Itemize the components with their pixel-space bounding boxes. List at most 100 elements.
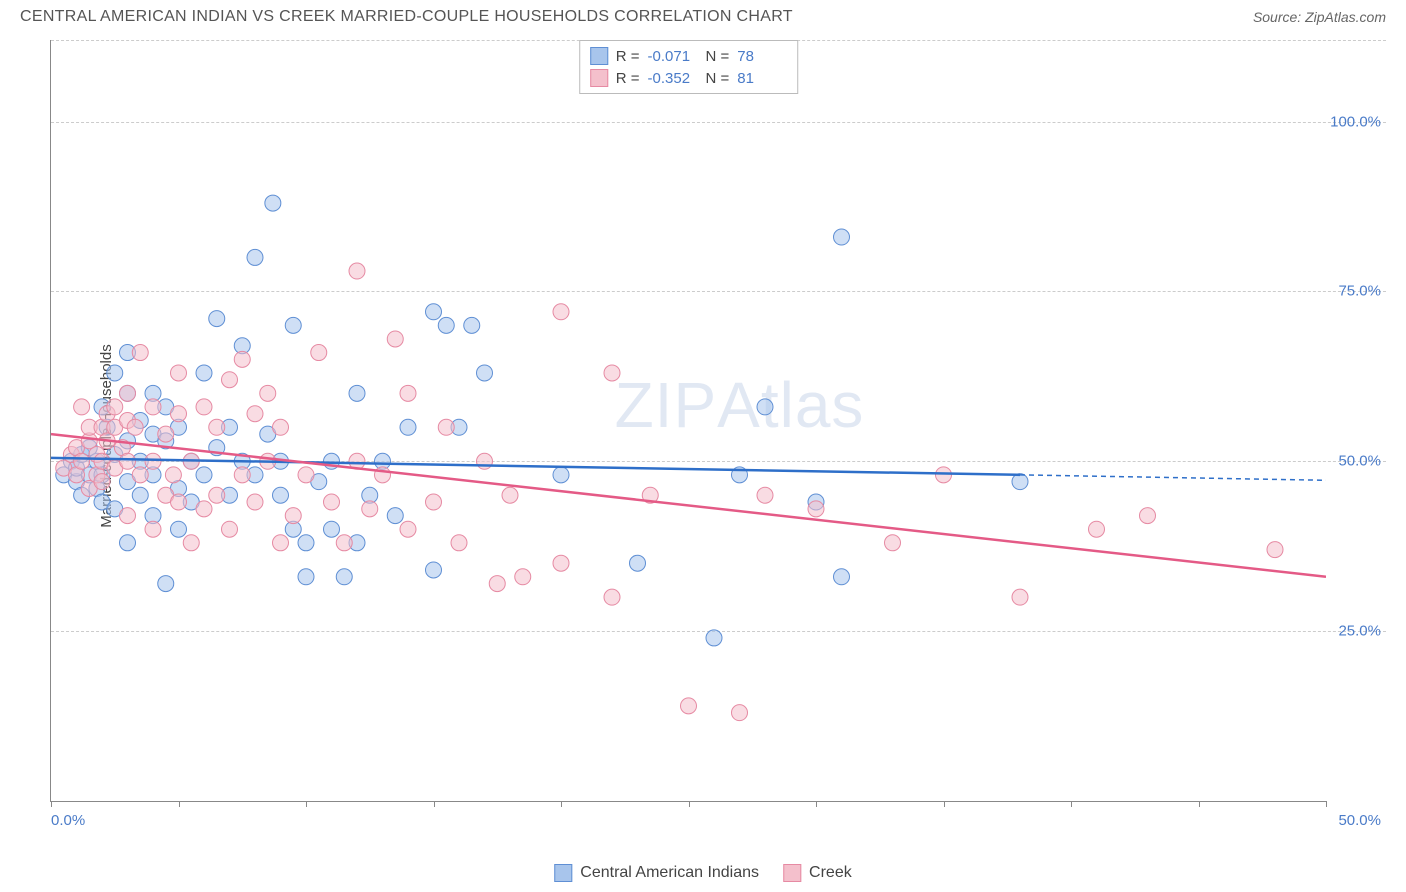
x-tick xyxy=(561,801,562,807)
scatter-point xyxy=(260,385,276,401)
scatter-point xyxy=(834,229,850,245)
scatter-point xyxy=(273,419,289,435)
scatter-point xyxy=(196,365,212,381)
r-value-2: -0.352 xyxy=(648,70,698,87)
scatter-point xyxy=(515,569,531,585)
scatter-point xyxy=(349,385,365,401)
scatter-point xyxy=(285,508,301,524)
scatter-point xyxy=(171,494,187,510)
scatter-point xyxy=(171,406,187,422)
scatter-point xyxy=(757,487,773,503)
scatter-point xyxy=(165,467,181,483)
source-label: Source: xyxy=(1253,9,1305,25)
scatter-point xyxy=(362,501,378,517)
source-attribution: Source: ZipAtlas.com xyxy=(1253,9,1386,25)
legend-item-2: Creek xyxy=(783,864,852,882)
scatter-point xyxy=(171,365,187,381)
scatter-point xyxy=(438,317,454,333)
scatter-point xyxy=(247,249,263,265)
n-label-2: N = xyxy=(706,70,730,87)
scatter-point xyxy=(604,589,620,605)
x-tick-label: 50.0% xyxy=(1338,812,1381,829)
scatter-point xyxy=(477,453,493,469)
scatter-point xyxy=(132,345,148,361)
scatter-point xyxy=(681,698,697,714)
scatter-point xyxy=(706,630,722,646)
scatter-point xyxy=(74,453,90,469)
scatter-point xyxy=(265,195,281,211)
y-tick-label: 75.0% xyxy=(1338,283,1381,300)
scatter-point xyxy=(132,487,148,503)
y-tick-label: 50.0% xyxy=(1338,453,1381,470)
x-tick xyxy=(689,801,690,807)
scatter-point xyxy=(196,501,212,517)
scatter-point xyxy=(120,385,136,401)
scatter-point xyxy=(349,263,365,279)
r-value-1: -0.071 xyxy=(648,48,698,65)
scatter-point xyxy=(311,345,327,361)
scatter-point xyxy=(502,487,518,503)
scatter-point xyxy=(834,569,850,585)
scatter-point xyxy=(477,365,493,381)
scatter-point xyxy=(553,467,569,483)
scatter-point xyxy=(158,576,174,592)
scatter-point xyxy=(387,331,403,347)
plot-container: Married-couple Households ZIPAtlas R = -… xyxy=(50,40,1386,832)
scatter-point xyxy=(285,317,301,333)
scatter-point xyxy=(209,311,225,327)
scatter-point xyxy=(324,521,340,537)
scatter-point xyxy=(196,399,212,415)
scatter-point xyxy=(196,467,212,483)
scatter-point xyxy=(107,365,123,381)
scatter-point xyxy=(120,453,136,469)
n-label-1: N = xyxy=(706,48,730,65)
scatter-point xyxy=(400,521,416,537)
scatter-point xyxy=(222,521,238,537)
scatter-point xyxy=(426,494,442,510)
plot-area: ZIPAtlas R = -0.071 N = 78 R = -0.352 N … xyxy=(50,40,1326,802)
scatter-point xyxy=(107,399,123,415)
chart-title: CENTRAL AMERICAN INDIAN VS CREEK MARRIED… xyxy=(20,8,793,26)
swatch-series-1 xyxy=(590,47,608,65)
scatter-point xyxy=(209,419,225,435)
scatter-point xyxy=(489,576,505,592)
x-tick xyxy=(816,801,817,807)
scatter-point xyxy=(120,508,136,524)
scatter-point xyxy=(451,535,467,551)
legend-stats-box: R = -0.071 N = 78 R = -0.352 N = 81 xyxy=(579,40,799,94)
x-tick xyxy=(944,801,945,807)
scatter-point xyxy=(298,467,314,483)
n-value-2: 81 xyxy=(737,70,787,87)
swatch-bottom-2 xyxy=(783,864,801,882)
scatter-point xyxy=(426,562,442,578)
scatter-point xyxy=(1140,508,1156,524)
scatter-point xyxy=(336,569,352,585)
scatter-point xyxy=(553,555,569,571)
scatter-point xyxy=(553,304,569,320)
scatter-point xyxy=(336,535,352,551)
x-tick xyxy=(179,801,180,807)
x-tick xyxy=(1199,801,1200,807)
x-tick-label: 0.0% xyxy=(51,812,85,829)
legend-item-1: Central American Indians xyxy=(554,864,759,882)
scatter-point xyxy=(426,304,442,320)
x-tick xyxy=(1071,801,1072,807)
scatter-point xyxy=(234,467,250,483)
y-tick-label: 25.0% xyxy=(1338,623,1381,640)
scatter-point xyxy=(400,419,416,435)
scatter-point xyxy=(400,385,416,401)
x-tick xyxy=(434,801,435,807)
scatter-point xyxy=(145,521,161,537)
x-tick xyxy=(51,801,52,807)
swatch-bottom-1 xyxy=(554,864,572,882)
legend-stats-row-2: R = -0.352 N = 81 xyxy=(590,67,788,89)
trend-line xyxy=(51,434,1326,577)
scatter-point xyxy=(808,501,824,517)
y-tick-label: 100.0% xyxy=(1330,113,1381,130)
scatter-point xyxy=(1267,542,1283,558)
scatter-point xyxy=(387,508,403,524)
r-label-1: R = xyxy=(616,48,640,65)
legend-bottom: Central American Indians Creek xyxy=(554,864,851,882)
scatter-point xyxy=(298,535,314,551)
legend-label-2: Creek xyxy=(809,864,852,882)
